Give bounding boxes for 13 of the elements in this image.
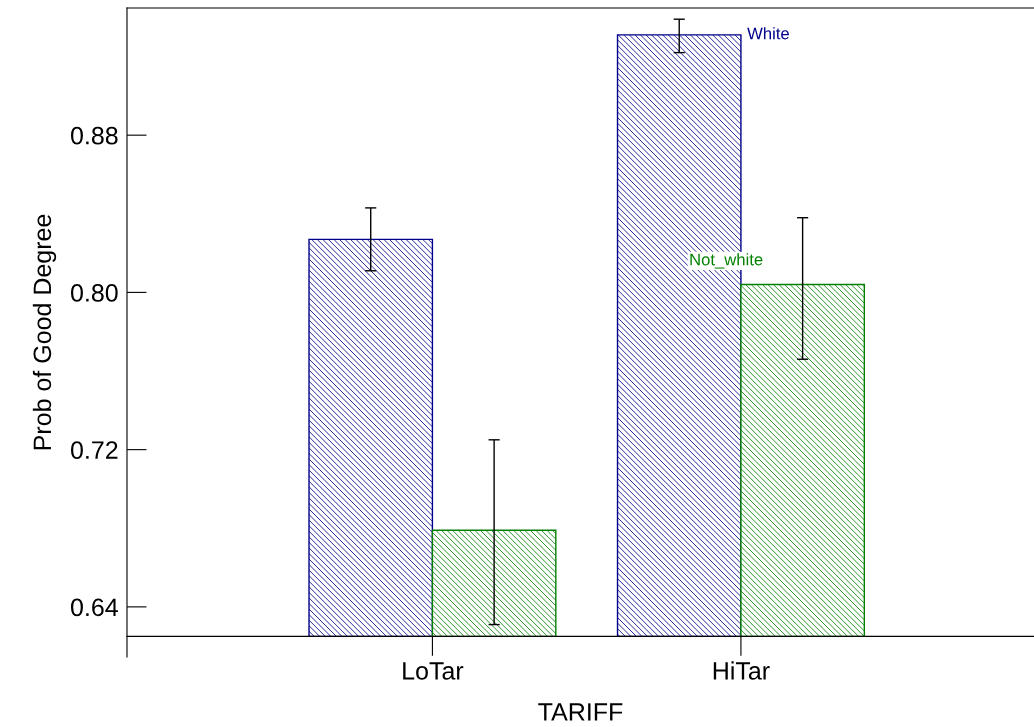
y-tick-label: 0.88 (70, 126, 118, 145)
series-label: Not_white (690, 253, 763, 269)
y-tick-label: 0.80 (70, 284, 118, 302)
y-axis-title: Prob of Good Degree (32, 214, 57, 450)
bar (308, 238, 434, 638)
x-tick-label: HiTar (713, 661, 770, 680)
series-label: White (747, 27, 789, 40)
x-axis-title: TARIFF (538, 703, 623, 721)
bar (431, 529, 557, 638)
y-tick-label: 0.72 (70, 441, 118, 459)
x-tick-label: LoTar (403, 662, 464, 680)
bar (740, 283, 866, 638)
y-tick-label: 0.64 (70, 598, 118, 617)
